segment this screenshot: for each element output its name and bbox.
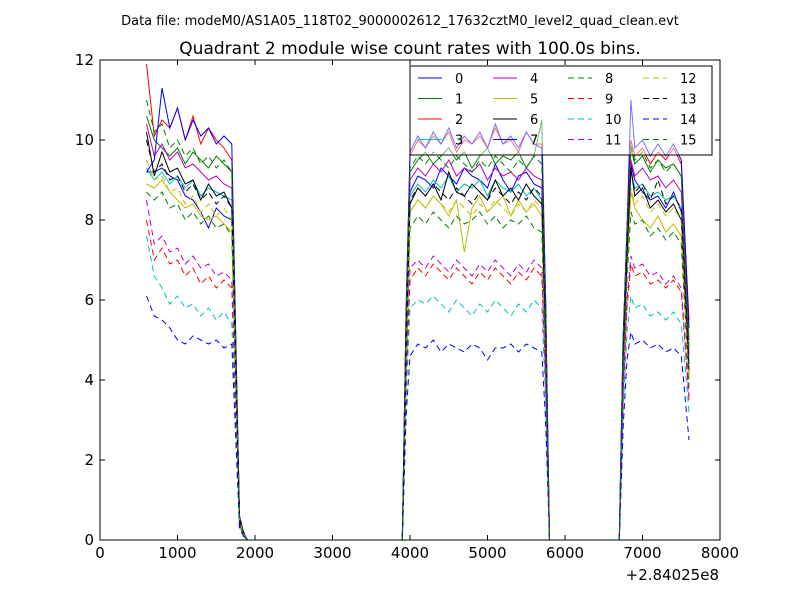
y-tick-label: 4 <box>84 371 94 389</box>
legend-label-15: 15 <box>680 134 697 149</box>
ticks-layer: 0 1000 2000 3000 4000 5000 6000 7000 80000246810… <box>75 51 739 562</box>
legend-label-8: 8 <box>605 72 613 87</box>
legend-label-4: 4 <box>530 72 538 87</box>
legend-label-10: 10 <box>605 113 622 128</box>
x-tick-label: 0 <box>95 544 105 562</box>
x-tick-label: 1000 <box>158 544 196 562</box>
series-line-5 <box>146 179 690 541</box>
series-line-12 <box>146 159 690 541</box>
series-line-10 <box>146 235 690 541</box>
y-tick-label: 8 <box>84 211 94 229</box>
x-tick-label: 4000 <box>391 544 429 562</box>
x-tick-label: 3000 <box>313 544 351 562</box>
y-tick-label: 6 <box>84 291 94 309</box>
x-tick-label: 6000 <box>546 544 584 562</box>
legend-label-14: 14 <box>680 113 697 128</box>
series-line-9 <box>146 219 690 541</box>
legend-label-9: 9 <box>605 93 613 108</box>
legend-label-2: 2 <box>455 113 463 128</box>
series-line-15 <box>146 99 690 541</box>
series-line-8 <box>146 191 690 541</box>
series-line-1 <box>146 115 690 541</box>
x-offset-label: +2.84025e8 <box>626 566 719 584</box>
series-line-4 <box>146 123 690 541</box>
x-tick-label: 2000 <box>236 544 274 562</box>
legend-label-0: 0 <box>455 72 463 87</box>
series-line-7 <box>146 87 690 541</box>
legend-frame <box>409 65 713 156</box>
y-tick-label: 2 <box>84 451 94 469</box>
series-line-3 <box>146 167 690 541</box>
x-tick-label: 5000 <box>468 544 506 562</box>
series-line-13 <box>146 139 690 541</box>
series-layer <box>146 63 690 541</box>
x-tick-label: 8000 <box>701 544 739 562</box>
legend-label-1: 1 <box>455 93 463 108</box>
y-tick-label: 10 <box>75 131 94 149</box>
legend-label-11: 11 <box>605 134 622 149</box>
data-file-label: Data file: modeM0/AS1A05_118T02_90000026… <box>121 14 679 29</box>
legend-label-5: 5 <box>530 93 538 108</box>
x-tick-label: 7000 <box>623 544 661 562</box>
legend-label-7: 7 <box>530 134 538 149</box>
series-line-6 <box>146 131 690 541</box>
legend-label-3: 3 <box>455 134 463 149</box>
legend-label-13: 13 <box>680 93 697 108</box>
series-line-14 <box>146 295 690 541</box>
legend-label-6: 6 <box>530 113 538 128</box>
series-line-0 <box>146 162 690 541</box>
series-line-11 <box>146 199 690 541</box>
chart-title: Quadrant 2 module wise count rates with … <box>179 39 640 59</box>
y-tick-label: 0 <box>84 531 94 549</box>
legend-label-12: 12 <box>680 72 697 87</box>
y-tick-label: 12 <box>75 51 94 69</box>
